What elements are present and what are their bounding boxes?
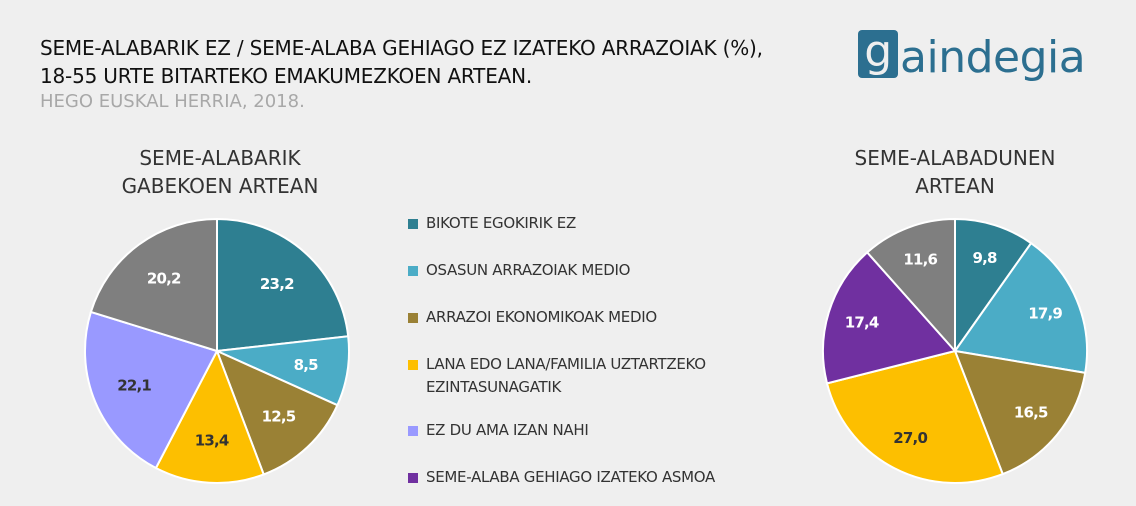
legend-label: SEME-ALABA GEHIAGO IZATEKO ASMOA	[426, 468, 716, 486]
pie-slice	[865, 217, 956, 354]
pie-slice	[825, 349, 1005, 484]
pie-slice-label: 22,1	[117, 377, 151, 395]
pie-slice-label: 9,8	[972, 249, 997, 267]
pie-slice	[953, 241, 1088, 374]
pie-2-title: SEME-ALABADUNEN ARTEAN	[805, 144, 1105, 200]
chart-title-line-1: SEME-ALABARIK EZ / SEME-ALABA GEHIAGO EZ…	[40, 36, 763, 60]
pie-slice-label: 12,5	[262, 407, 296, 425]
pie-slice-label: 11,6	[903, 251, 937, 269]
pie-slice-label: 17,4	[845, 313, 879, 331]
pie-slice	[154, 348, 265, 484]
legend-swatch	[408, 219, 418, 229]
chart-title: SEME-ALABARIK EZ / SEME-ALABA GEHIAGO EZ…	[40, 34, 763, 90]
logo-g-mark: g	[858, 30, 898, 78]
legend-item: BIKOTE EGOKIRIK EZ	[408, 212, 798, 235]
legend-item: SEME-ALABA GEHIAGO IZATEKO ASMOA	[408, 466, 798, 489]
pie-slice	[954, 217, 1033, 355]
pie-slice-label: 13,4	[195, 432, 229, 450]
legend-label-line-2: EZINTASUNAGATIK	[426, 378, 562, 396]
legend-swatch	[408, 266, 418, 276]
pie-1-title-line-2: GABEKOEN ARTEAN	[121, 174, 319, 198]
legend-swatch	[408, 313, 418, 323]
pie-2-title-line-1: SEME-ALABADUNEN	[854, 146, 1056, 170]
legend-label: OSASUN ARRAZOIAK MEDIO	[426, 261, 631, 279]
pie-slice	[215, 349, 339, 476]
logo-wordmark: aindegia	[900, 32, 1086, 83]
pie-slice-label: 16,5	[1014, 404, 1048, 422]
legend-label: EZ DU AMA IZAN NAHI	[426, 421, 589, 439]
pie-slice-label: 27,0	[893, 429, 927, 447]
pie-slice	[216, 217, 350, 353]
pie-slice-label: 17,9	[1028, 304, 1062, 322]
legend-item: EZ DU AMA IZAN NAHI	[408, 419, 798, 442]
chart-title-line-2: 18-55 URTE BITARTEKO EMAKUMEZKOEN ARTEAN…	[40, 64, 533, 88]
pie-chart-childless: 23,2 8,5 12,5 13,4 22,1 20,2	[84, 217, 350, 484]
pie-2-title-line-2: ARTEAN	[915, 174, 995, 198]
legend-item: ARRAZOI EKONOMIKOAK MEDIO	[408, 306, 798, 329]
legend-swatch	[408, 426, 418, 436]
chart-subtitle: HEGO EUSKAL HERRIA, 2018.	[40, 91, 305, 112]
pie-slice	[89, 217, 218, 353]
legend-label: ARRAZOI EKONOMIKOAK MEDIO	[426, 308, 657, 326]
legend-item: LANA EDO LANA/FAMILIA UZTARTZEKO EZINTASU…	[408, 353, 798, 399]
legend: BIKOTE EGOKIRIK EZ OSASUN ARRAZOIAK MEDIO…	[408, 212, 798, 489]
legend-swatch	[408, 473, 418, 483]
pie-1-title: SEME-ALABARIK GABEKOEN ARTEAN	[70, 144, 370, 200]
legend-label: LANA EDO LANA/FAMILIA UZTARTZEKO	[426, 355, 706, 373]
legend-swatch	[408, 360, 418, 370]
pie-slice	[953, 349, 1087, 476]
pie-slice	[84, 310, 219, 470]
pie-slice	[822, 250, 957, 385]
gaindegia-logo: g aindegia	[858, 30, 1086, 86]
pie-slice-label: 8,5	[294, 356, 319, 374]
pie-slice-label: 23,2	[260, 275, 294, 293]
legend-item: OSASUN ARRAZOIAK MEDIO	[408, 259, 798, 282]
pie-slice-label: 20,2	[147, 270, 181, 288]
pie-1-title-line-1: SEME-ALABARIK	[139, 146, 301, 170]
legend-label: BIKOTE EGOKIRIK EZ	[426, 214, 576, 232]
pie-chart-with-children: 9,8 17,9 16,5 27,0 17,4 11,6	[822, 217, 1088, 484]
